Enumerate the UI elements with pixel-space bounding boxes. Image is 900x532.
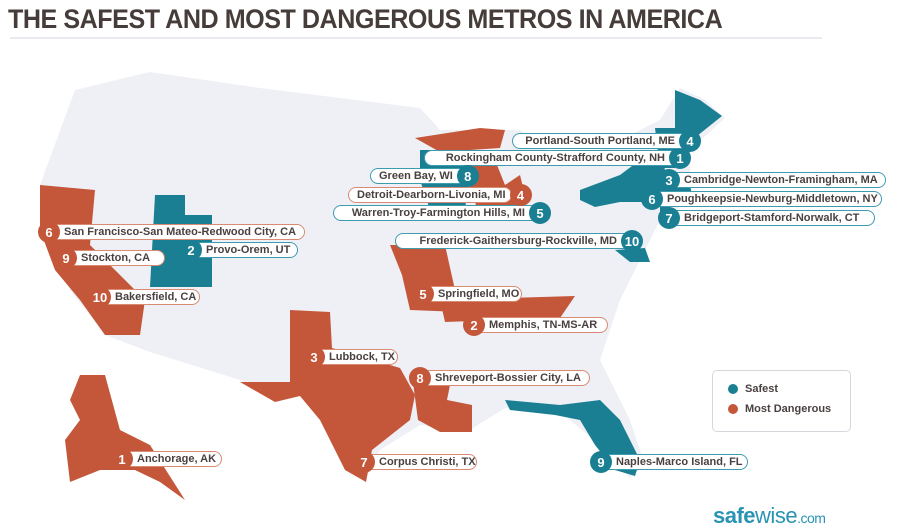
- safest-metro-label: Warren-Troy-Farmington Hills, MI 5: [333, 202, 551, 224]
- legend-safest-label: Safest: [745, 383, 779, 395]
- rank-badge: 2: [463, 314, 485, 336]
- state-mi-upper: [415, 128, 505, 152]
- rank-badge: 4: [679, 130, 701, 152]
- dangerous-metro-label: 9 Stockton, CA: [55, 247, 165, 269]
- metro-name: Bridgeport-Stamford-Norwalk, CT: [684, 212, 860, 224]
- metro-name: Naples-Marco Island, FL: [616, 456, 743, 468]
- safest-metro-label: 9 Naples-Marco Island, FL: [590, 451, 748, 473]
- dangerous-metro-label: Detroit-Dearborn-Livonia, MI 4: [348, 184, 532, 206]
- dangerous-metro-label: 5 Springfield, MO: [412, 283, 522, 305]
- state-tx: [240, 310, 415, 482]
- metro-name: Springfield, MO: [438, 288, 520, 300]
- page-title: THE SAFEST AND MOST DANGEROUS METROS IN …: [8, 4, 723, 34]
- dangerous-metro-label: 1 Anchorage, AK: [111, 448, 222, 470]
- safest-metro-label: 3 Cambridge-Newton-Framingham, MA: [658, 169, 886, 191]
- state-md: [615, 248, 650, 262]
- rank-badge: 6: [641, 188, 663, 210]
- legend: Safest Most Dangerous: [712, 370, 851, 432]
- metro-name: San Francisco-San Mateo-Redwood City, CA: [64, 226, 297, 238]
- rank-badge: 1: [111, 448, 133, 470]
- metro-name: Rockingham County-Strafford County, NH: [445, 152, 665, 164]
- rank-badge: 4: [509, 184, 532, 206]
- rank-badge: 3: [303, 346, 325, 368]
- safest-dot-icon: [728, 384, 738, 394]
- safest-metro-label: Green Bay, WI 8: [370, 165, 479, 187]
- safest-metro-label: Frederick-Gaithersburg-Rockville, MD 10: [395, 230, 643, 252]
- rank-badge: 10: [621, 230, 643, 252]
- rank-badge: 9: [590, 451, 612, 473]
- state-ak: [65, 375, 185, 500]
- rank-badge: 10: [89, 286, 111, 308]
- rank-badge: 8: [456, 165, 479, 187]
- rank-badge: 9: [55, 247, 77, 269]
- dangerous-metro-label: 2 Memphis, TN-MS-AR: [463, 314, 608, 336]
- metro-name: Provo-Orem, UT: [206, 244, 291, 256]
- state-la: [412, 375, 472, 432]
- rank-badge: 3: [658, 169, 680, 191]
- rank-badge: 5: [529, 202, 551, 224]
- metro-name: Anchorage, AK: [137, 453, 217, 465]
- dangerous-dot-icon: [728, 404, 738, 414]
- dangerous-metro-label: 10 Bakersfield, CA: [89, 286, 200, 308]
- title-divider: [10, 37, 822, 39]
- dangerous-metro-label: 7 Corpus Christi, TX: [353, 451, 477, 473]
- metro-name: Poughkeepsie-Newburg-Middletown, NY: [667, 193, 878, 205]
- metro-name: Lubbock, TX: [329, 351, 395, 363]
- metro-name: Warren-Troy-Farmington Hills, MI: [351, 207, 525, 219]
- dangerous-metro-label: 3 Lubbock, TX: [303, 346, 398, 368]
- safest-metro-label: Portland-South Portland, ME 4: [512, 130, 701, 152]
- metro-name: Portland-South Portland, ME: [525, 135, 675, 147]
- metro-name: Bakersfield, CA: [115, 291, 197, 303]
- rank-badge: 7: [658, 207, 680, 229]
- safest-metro-label: 6 Poughkeepsie-Newburg-Middletown, NY: [641, 188, 882, 210]
- rank-badge: 1: [669, 147, 691, 169]
- rank-badge: 2: [180, 239, 202, 261]
- metro-name: Green Bay, WI: [379, 170, 453, 182]
- legend-dangerous-label: Most Dangerous: [745, 403, 832, 415]
- metro-name: Cambridge-Newton-Framingham, MA: [684, 174, 878, 186]
- metro-name: Frederick-Gaithersburg-Rockville, MD: [419, 235, 617, 247]
- rank-badge: 7: [353, 451, 375, 473]
- legend-safest: Safest: [728, 383, 778, 395]
- safest-metro-label: 2 Provo-Orem, UT: [180, 239, 298, 261]
- legend-dangerous: Most Dangerous: [728, 403, 831, 415]
- metro-name: Memphis, TN-MS-AR: [489, 319, 598, 331]
- dangerous-metro-label: 8 Shreveport-Bossier City, LA: [409, 367, 590, 389]
- metro-name: Shreveport-Bossier City, LA: [435, 372, 581, 384]
- state-me: [675, 90, 722, 140]
- rank-badge: 5: [412, 283, 434, 305]
- metro-name: Corpus Christi, TX: [379, 456, 476, 468]
- metro-name: Stockton, CA: [81, 252, 151, 264]
- rank-badge: 8: [409, 367, 431, 389]
- rank-badge: 6: [38, 221, 60, 243]
- dangerous-metro-label: 6 San Francisco-San Mateo-Redwood City, C…: [38, 221, 305, 243]
- safest-metro-label: Rockingham County-Strafford County, NH 1: [424, 147, 691, 169]
- safest-metro-label: 7 Bridgeport-Stamford-Norwalk, CT: [658, 207, 875, 229]
- state-ut: [150, 195, 212, 287]
- metro-name: Detroit-Dearborn-Livonia, MI: [357, 189, 506, 201]
- safewise-logo: safewise.com: [713, 503, 826, 528]
